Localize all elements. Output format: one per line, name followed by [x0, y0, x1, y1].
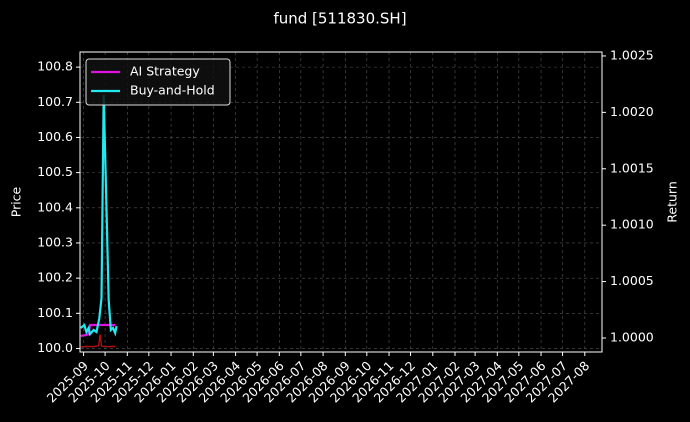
chart-title: fund [511830.SH] — [273, 10, 406, 28]
series-line — [80, 94, 118, 337]
y2-tick-label: 1.0010 — [610, 217, 654, 232]
y-axis-label: Price — [9, 186, 24, 217]
y-tick-label: 100.0 — [37, 340, 73, 355]
legend: AI Strategy Buy-and-Hold — [85, 58, 231, 106]
y2-tick-label: 1.0020 — [610, 104, 654, 119]
y-tick-label: 100.6 — [37, 129, 73, 144]
y-tick-label: 100.3 — [37, 234, 73, 249]
y-tick-label: 100.4 — [37, 199, 73, 214]
y-tick-label: 100.1 — [37, 305, 73, 320]
legend-box — [85, 58, 231, 106]
plot-frame — [79, 51, 603, 353]
y-tick-label: 100.8 — [37, 59, 73, 74]
y-tick-label: 100.7 — [37, 94, 73, 109]
y2-tick-label: 1.0015 — [610, 160, 654, 175]
y2-tick-label: 1.0000 — [610, 330, 654, 345]
legend-label: Buy-and-Hold — [130, 83, 215, 98]
y2-tick-label: 1.0005 — [610, 273, 654, 288]
legend-label: AI Strategy — [130, 64, 200, 79]
y2-tick-label: 1.0025 — [610, 47, 654, 62]
y-tick-label: 100.2 — [37, 270, 73, 285]
series-line — [80, 334, 116, 348]
y-tick-label: 100.5 — [37, 164, 73, 179]
y2-axis-label: Return — [665, 181, 680, 222]
